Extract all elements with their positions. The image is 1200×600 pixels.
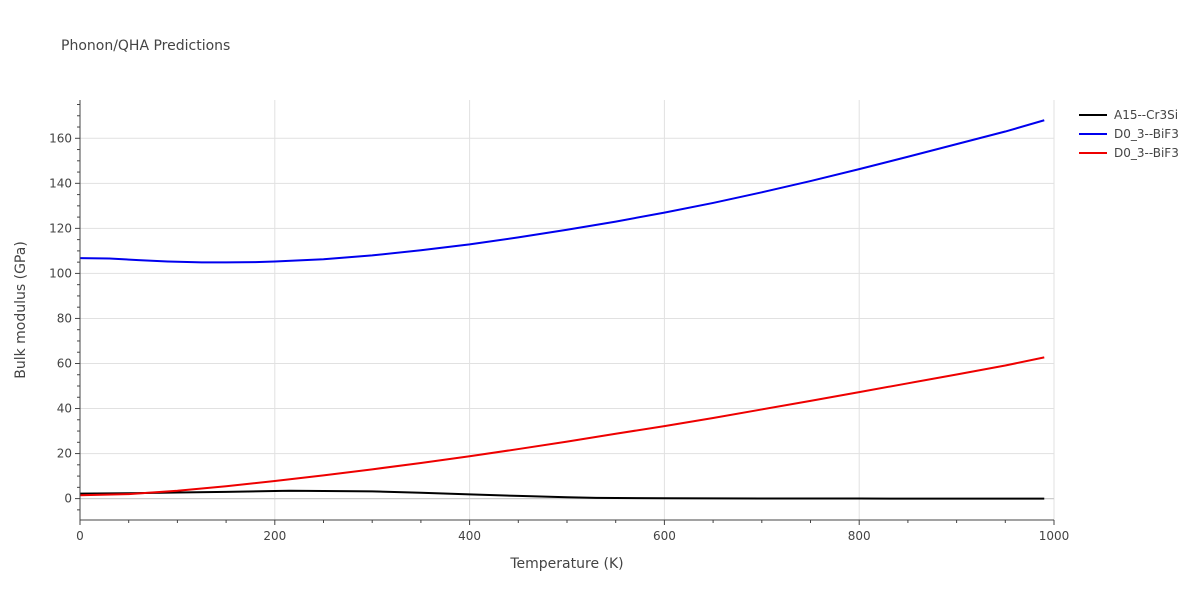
grid-lines [80, 100, 1055, 520]
y-tick-label: 120 [49, 221, 72, 235]
legend-label: A15--Cr3Si [1114, 108, 1178, 122]
y-tick-label: 40 [57, 402, 72, 416]
series-line-3 [79, 356, 1045, 497]
y-tick-label: 140 [49, 176, 72, 190]
legend[interactable]: A15--Cr3Si D0_3--BiF3 D0_3--BiF3 [1079, 108, 1179, 160]
x-tick-label: 800 [848, 529, 871, 543]
legend-item[interactable]: A15--Cr3Si [1079, 108, 1178, 122]
y-axis: 0 20 40 60 80 100 120 140 160 [49, 100, 81, 520]
legend-label: D0_3--BiF3 [1114, 127, 1179, 141]
x-tick-label: 0 [76, 529, 84, 543]
x-tick-label: 400 [458, 529, 481, 543]
y-tick-label: 80 [57, 311, 72, 325]
y-tick-label: 160 [49, 131, 72, 145]
plot-area [79, 119, 1045, 500]
series-line-2 [79, 119, 1045, 264]
chart-title: Phonon/QHA Predictions [61, 38, 230, 54]
y-tick-label: 100 [49, 266, 72, 280]
x-tick-label: 600 [653, 529, 676, 543]
y-tick-label: 60 [57, 356, 72, 370]
x-axis: 0 200 400 600 800 1000 [76, 519, 1070, 543]
legend-item[interactable]: D0_3--BiF3 [1079, 127, 1179, 141]
y-tick-label: 0 [64, 492, 72, 506]
x-axis-title: Temperature (K) [509, 556, 623, 572]
legend-label: D0_3--BiF3 [1114, 146, 1179, 160]
x-tick-label: 200 [263, 529, 286, 543]
series-line-1 [79, 489, 1045, 500]
legend-item[interactable]: D0_3--BiF3 [1079, 146, 1179, 160]
x-tick-label: 1000 [1039, 529, 1070, 543]
y-tick-label: 20 [57, 447, 72, 461]
y-axis-title: Bulk modulus (GPa) [13, 241, 29, 379]
